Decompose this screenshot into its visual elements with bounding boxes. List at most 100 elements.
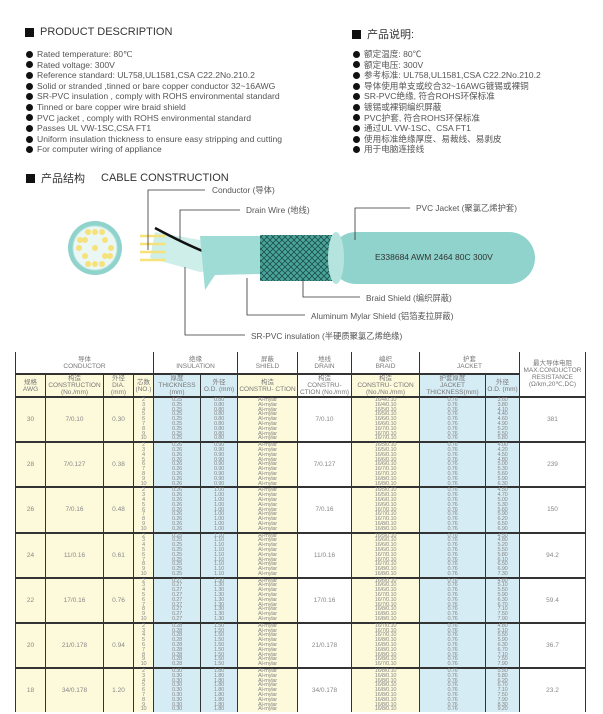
mylar-shield	[200, 236, 262, 290]
stack-value: 2	[142, 622, 145, 629]
stack-value: 16/6/0.10	[374, 501, 397, 508]
stack-value: 0.76	[447, 596, 458, 603]
conductor-dot	[99, 261, 105, 267]
conductor-construction-cell: 7/0.127	[45, 441, 104, 488]
product-description-title: PRODUCT DESCRIPTION	[25, 26, 172, 38]
stack-value: Al-mylar	[258, 661, 277, 668]
stack-value: 1.50	[213, 632, 225, 639]
stack-value: 16/6/0.10	[374, 420, 397, 427]
stack-value: 0.76	[447, 532, 458, 539]
stack-value: 16/7/0.10	[374, 622, 397, 629]
stack-value: 5	[142, 501, 145, 508]
stack-value: Al-mylar	[258, 682, 277, 689]
stack-value: 0.26	[171, 475, 183, 482]
stack-value: 4	[142, 406, 145, 413]
conductor-dot	[92, 245, 98, 251]
stack-value: Al-mylar	[258, 668, 277, 675]
resistance-cell: 59.4	[519, 576, 586, 623]
drain-cell: 7/0.16	[297, 486, 352, 533]
stack-value: 16/8/0.10	[374, 570, 397, 577]
stack-value: Al-mylar	[258, 461, 277, 468]
description-text: SR-PVC insulation , comply with ROHS env…	[37, 91, 280, 102]
jacket-thickness-cell: 0.76 0.76 0.76 0.76 0.76 0.76 0.76 0.76 0.76	[419, 531, 486, 578]
cable-construction-title: 产品结构 CABLE CONSTRUCTION	[26, 170, 229, 186]
stack-value: 0.76	[447, 627, 458, 634]
description-text: Rated temperature: 80℃	[37, 49, 133, 59]
stack-value: Al-mylar	[258, 501, 277, 508]
stack-value: Al-mylar	[258, 596, 277, 603]
stack-value: 1.30	[213, 587, 225, 594]
stack-value: 16/8/0.10	[374, 520, 397, 527]
stack-value: 0.76	[447, 616, 458, 623]
bullet-icon	[353, 114, 360, 122]
stack-value: 1.30	[213, 596, 225, 603]
awg-cell: 18	[15, 667, 46, 713]
stack-value: 0.26	[171, 446, 183, 453]
stack-value: 0.76	[447, 406, 458, 413]
stack-value: 4	[142, 632, 145, 639]
description-text: For computer wiring of appliance	[37, 144, 162, 155]
stack-value: Al-mylar	[258, 480, 277, 487]
stack-value: 7	[142, 556, 145, 563]
stack-value: 0.76	[447, 470, 458, 477]
stack-value: 0.76	[447, 537, 458, 544]
stack-value: 6.70	[497, 682, 508, 689]
table-row: 22 17/0.16 0.76 2 3 4 5 6 7 8 9 10 0.27 0.27 0.27 0.27 0…	[15, 576, 586, 623]
title-cn: 产品结构	[41, 173, 85, 185]
stack-value: 5.50	[497, 546, 508, 553]
description-text: PVC护套, 符合ROHS环保标准	[364, 112, 481, 123]
description-text: 参考标准: UL758,UL1581,CSA C22.2No.210.2	[364, 70, 541, 81]
stack-value: 3.60	[497, 397, 508, 403]
conductor-dia-cell: 0.94	[103, 621, 134, 669]
conductor-dot	[77, 237, 83, 243]
stack-value: 0.76	[447, 430, 458, 437]
stack-value: 16/6/0.10	[374, 542, 397, 549]
stack-value: 1.50	[213, 656, 225, 663]
description-text: 额定温度: 80℃	[364, 49, 422, 59]
stack-value: 8.30	[497, 701, 508, 708]
description-item: 用于电脑连接线	[353, 144, 541, 155]
jacket-thickness-cell: 0.76 0.76 0.76 0.76 0.76 0.76 0.76 0.76 0.76	[419, 576, 486, 623]
bullet-icon	[353, 135, 360, 143]
conductor-construction-cell: 21/0.178	[45, 621, 104, 669]
stack-value: 16/8/0.10	[374, 656, 397, 663]
stack-value: Al-mylar	[258, 651, 277, 658]
stack-value: 5.90	[497, 637, 508, 644]
conductor-construction-cell: 34/0.178	[45, 667, 104, 713]
stack-value: 10	[140, 525, 147, 532]
stack-value: 0.76	[447, 516, 458, 523]
stack-value: 7.50	[497, 611, 508, 618]
stack-value: Al-mylar	[258, 425, 277, 432]
stack-value: 0.25	[171, 406, 183, 413]
cable-cross-section	[68, 221, 122, 275]
stack-value: 0.76	[447, 401, 458, 408]
stack-value: 1.80	[213, 668, 225, 675]
jacket-od-cell: 4.50 4.80 5.20 5.50 5.80 6.10 6.50 6.90 7.30	[485, 531, 520, 578]
stack-value: 10	[140, 480, 147, 487]
square-bullet-icon	[352, 29, 361, 39]
cores-cell: 2 3 4 5 6 7 8 9 10	[133, 395, 154, 443]
stack-value: 0.76	[447, 425, 458, 432]
jacket-od-cell: 4.50 4.70 5.00 5.30 5.60 5.90 6.20 6.50 6.90	[485, 486, 520, 533]
jacket-od-cell: 5.50 5.80 6.20 6.70 7.10 7.50 7.90 8.30 9.20	[485, 667, 520, 713]
stack-value: 16/8/0.10	[374, 525, 397, 532]
description-item: Rated voltage: 300V	[26, 60, 282, 71]
cores-cell: 2 3 4 5 6 7 8 9 10	[133, 621, 154, 669]
stack-value: 2	[142, 442, 145, 449]
resistance-cell: 94.2	[519, 531, 586, 578]
conductor-dot	[92, 261, 98, 267]
stack-value: 8	[142, 561, 145, 568]
conductor-construction-cell: 7/0.16	[45, 486, 104, 533]
stack-value: 6	[142, 642, 145, 649]
stack-value: 0.90	[213, 446, 225, 453]
stack-value: 6.20	[497, 677, 508, 684]
stack-value: 0.76	[447, 501, 458, 508]
stack-value: 4.50	[497, 487, 508, 494]
stack-value: 5.50	[497, 632, 508, 639]
stack-value: 0.30	[171, 677, 183, 684]
jacket-thickness-cell: 0.76 0.76 0.76 0.76 0.76 0.76 0.76 0.76 0.76	[419, 486, 486, 533]
stack-value: 16/8/0.10	[374, 475, 397, 482]
stack-value: 5.10	[497, 582, 508, 589]
stack-value: 0.28	[171, 646, 183, 653]
stack-value: 0.76	[447, 556, 458, 563]
